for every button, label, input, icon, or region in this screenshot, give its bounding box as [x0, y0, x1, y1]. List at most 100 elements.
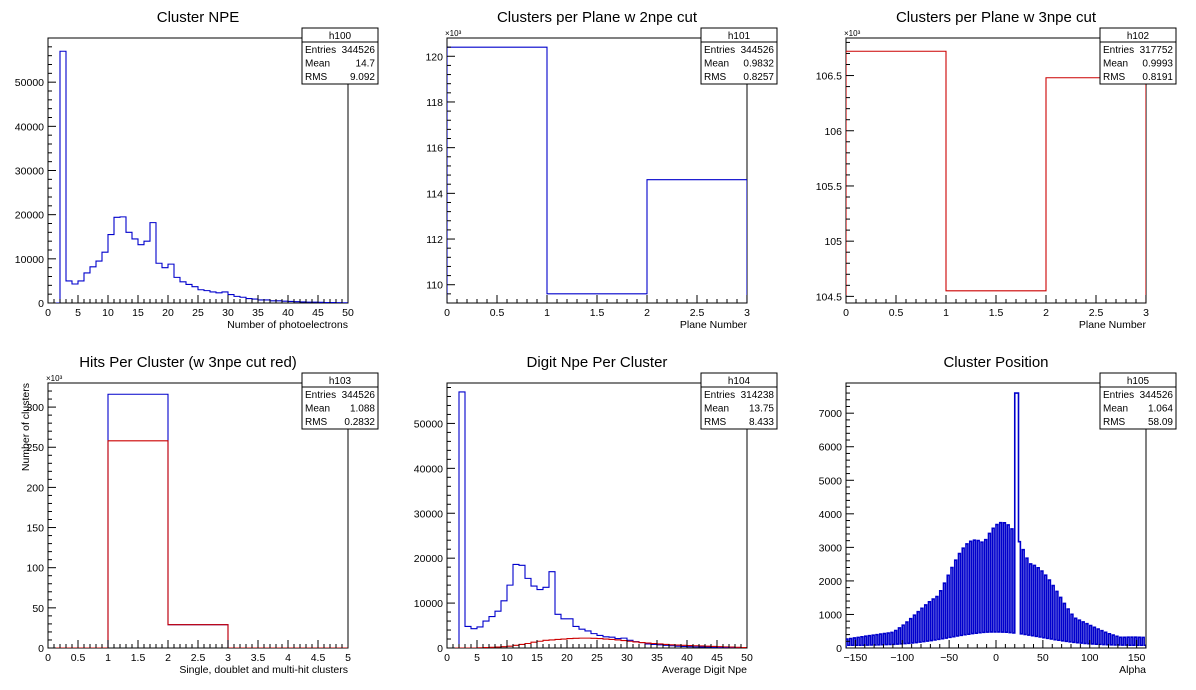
stats-label-rms: RMS: [704, 417, 727, 428]
y-tick-label: 112: [426, 234, 443, 246]
stats-label-rms: RMS: [1103, 72, 1126, 83]
stats-value-rms: 58.09: [1148, 417, 1173, 428]
stats-value-mean: 0.9832: [743, 59, 774, 70]
x-tick-label: 1.5: [989, 307, 1004, 319]
stats-box: [700, 27, 778, 85]
x-tick-label: 15: [531, 652, 543, 664]
y-tick-label: 120: [425, 51, 443, 63]
y-tick-label: 6000: [819, 442, 843, 454]
stats-value-mean: 1.088: [350, 404, 375, 415]
histogram-pad-h105: Cluster Position −150 −100 −50 0 50 100 150 0 100…: [819, 354, 1177, 676]
pad-title: Cluster NPE: [157, 9, 240, 26]
x-tick-label: 3.5: [251, 652, 266, 664]
y-tick-label: 100: [26, 563, 44, 575]
x-tick-label: 0: [843, 307, 849, 319]
x-tick-label: 150: [1128, 652, 1146, 664]
stats-value-rms: 0.8257: [743, 72, 774, 83]
stats-name: h100: [329, 31, 352, 42]
stats-box: [301, 27, 379, 85]
x-tick-label: 20: [561, 652, 573, 664]
stats-label-entries: Entries: [1103, 390, 1134, 401]
x-tick-label: 2.5: [1089, 307, 1104, 319]
stats-value-entries: 314238: [741, 390, 775, 401]
histogram-pad-h102: Clusters per Plane w 3npe cut 0 0.5 1 1.5 2 2.…: [816, 9, 1177, 331]
x-tick-label: 4.5: [311, 652, 326, 664]
stats-value-mean: 1.064: [1148, 404, 1173, 415]
x-axis-title: Average Digit Npe: [662, 664, 747, 676]
x-tick-label: 50: [741, 652, 753, 664]
stats-label-mean: Mean: [704, 59, 729, 70]
stats-box: [700, 372, 778, 430]
x-tick-label: 0: [993, 652, 999, 664]
histogram-series-0: [48, 393, 348, 648]
stats-value-mean: 0.9993: [1142, 59, 1173, 70]
x-tick-label: 3: [1143, 307, 1149, 319]
histogram-series-0: [846, 50, 1146, 303]
stats-value-rms: 0.2832: [344, 417, 375, 428]
x-tick-label: −150: [844, 652, 868, 664]
x-tick-label: 0: [444, 652, 450, 664]
x-tick-label: 35: [651, 652, 663, 664]
x-tick-label: 50: [1037, 652, 1049, 664]
stats-label-mean: Mean: [1103, 59, 1128, 70]
x-tick-label: 5: [75, 307, 81, 319]
histogram-pad-h100: Cluster NPE 0 5 10 15 20 25 30 35 40 45 50 0 10000 200…: [15, 9, 379, 331]
y-tick-label: 50000: [15, 77, 44, 89]
pad-title: Clusters per Plane w 3npe cut: [896, 9, 1097, 26]
y-tick-label: 3000: [819, 542, 843, 554]
x-tick-label: 25: [192, 307, 204, 319]
stats-label-rms: RMS: [1103, 417, 1126, 428]
x-tick-label: 1.5: [590, 307, 605, 319]
stats-name: h104: [728, 376, 751, 387]
stats-box: [1099, 27, 1177, 85]
y-tick-label: 50000: [414, 418, 443, 430]
y-tick-label: 116: [426, 143, 443, 155]
x-tick-label: 0.5: [490, 307, 505, 319]
x-axis-title: Single, doublet and multi-hit clusters: [179, 664, 348, 676]
x-tick-label: 35: [252, 307, 264, 319]
x-tick-label: 1: [105, 652, 111, 664]
y-tick-label: 1000: [819, 609, 843, 621]
y-axis-title: Number of clusters: [20, 383, 32, 471]
y-tick-label: 30000: [15, 166, 44, 178]
y-tick-label: 40000: [414, 463, 443, 475]
y-tick-label: 106.5: [816, 71, 842, 83]
x-tick-label: 3: [225, 652, 231, 664]
x-tick-label: 45: [711, 652, 723, 664]
y-tick-label: 250: [26, 442, 44, 454]
x-tick-label: 100: [1081, 652, 1099, 664]
x-tick-label: 0: [45, 652, 51, 664]
histogram-series-0: [453, 391, 747, 648]
x-axis-title: Plane Number: [1079, 319, 1147, 331]
stats-label-entries: Entries: [704, 45, 735, 56]
pad-title: Digit Npe Per Cluster: [527, 354, 668, 371]
x-tick-label: 5: [474, 652, 480, 664]
stats-value-entries: 344526: [342, 390, 376, 401]
stats-label-mean: Mean: [305, 59, 330, 70]
stats-name: h101: [728, 31, 751, 42]
x-tick-label: 10: [501, 652, 513, 664]
y-exponent-label: ×10³: [445, 29, 462, 38]
x-tick-label: 10: [102, 307, 114, 319]
pad-title: Clusters per Plane w 2npe cut: [497, 9, 698, 26]
stats-label-rms: RMS: [305, 72, 328, 83]
histogram-pad-h101: Clusters per Plane w 2npe cut 0 0.5 1 1.5 2 2.…: [425, 9, 778, 331]
x-tick-label: −50: [940, 652, 958, 664]
y-tick-label: 200: [26, 482, 44, 494]
y-tick-label: 40000: [15, 121, 44, 133]
y-tick-label: 300: [26, 402, 44, 414]
x-tick-label: 0.5: [889, 307, 904, 319]
stats-label-mean: Mean: [704, 404, 729, 415]
stats-name: h102: [1127, 31, 1150, 42]
y-tick-label: 0: [836, 643, 842, 655]
y-tick-label: 105: [824, 236, 842, 248]
y-tick-label: 118: [426, 97, 443, 109]
x-tick-label: 40: [681, 652, 693, 664]
x-tick-label: 2.5: [690, 307, 705, 319]
stats-label-mean: Mean: [1103, 404, 1128, 415]
histogram-pad-h104: Digit Npe Per Cluster 0 5 10 15 20 25 30 35 40 45 5…: [414, 354, 778, 676]
x-tick-label: 25: [591, 652, 603, 664]
y-tick-label: 105.5: [816, 181, 842, 193]
y-tick-label: 2000: [819, 576, 843, 588]
